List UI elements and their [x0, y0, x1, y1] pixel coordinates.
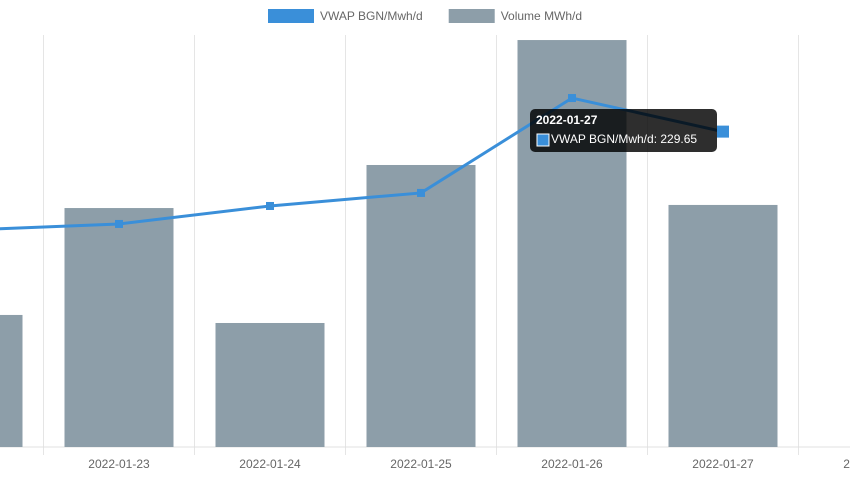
tooltip-value: 229.65 [660, 132, 697, 146]
tooltip-box [530, 109, 717, 152]
x-tick-label: 2022-01-28 [843, 457, 850, 471]
legend-label: VWAP BGN/Mwh/d [320, 9, 423, 23]
line-point [417, 188, 425, 197]
legend-label: Volume MWh/d [501, 9, 582, 23]
tooltip-swatch [536, 133, 550, 147]
legend-swatch [268, 9, 314, 23]
bar [517, 40, 627, 448]
bar [64, 208, 174, 447]
tooltip: 2022-01-27 VWAP BGN/Mwh/d: 229.65 [530, 109, 717, 152]
line-point [115, 219, 123, 228]
line-point [717, 125, 729, 138]
x-tick-label: 2022-01-27 [692, 457, 754, 471]
x-tick-label: 2022-01-26 [541, 457, 603, 471]
tooltip-series: VWAP BGN/Mwh/d [551, 132, 654, 146]
legend-swatch [448, 9, 495, 23]
bar [668, 204, 778, 447]
tooltip-title: 2022-01-27 [536, 113, 598, 127]
bar [366, 164, 476, 447]
x-tick-label: 2022-01-25 [390, 457, 452, 471]
line-point [568, 94, 576, 103]
x-tick-label: 2022-01-23 [88, 457, 150, 471]
bar [215, 322, 325, 447]
line [0, 96, 724, 231]
tooltip-label: VWAP BGN/Mwh/d: 229.65 [551, 132, 697, 146]
line-point [266, 201, 274, 210]
x-tick-label: 2022-01-24 [239, 457, 301, 471]
bar [0, 314, 23, 447]
